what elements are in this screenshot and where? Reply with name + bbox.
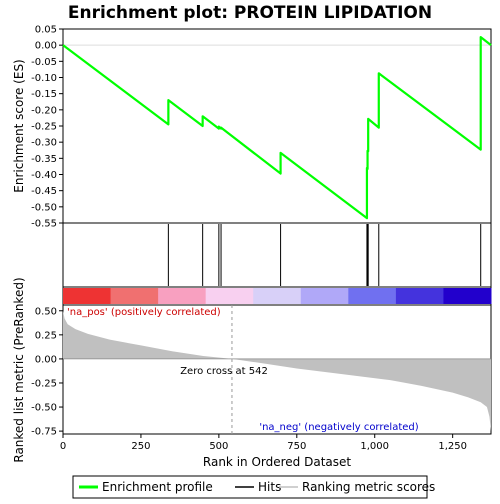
legend-label-enrichment: Enrichment profile xyxy=(102,480,213,494)
gradient-band xyxy=(300,288,349,304)
gradient-band xyxy=(443,288,492,304)
legend-label-hits: Hits xyxy=(258,480,281,494)
gradient-band xyxy=(253,288,302,304)
metric-ytick-label: 0.00 xyxy=(35,354,57,365)
legend: Enrichment profile Hits Ranking metric s… xyxy=(72,475,435,499)
es-panel-frame xyxy=(62,28,492,224)
gradient-band xyxy=(205,288,254,304)
chart-title: Enrichment plot: PROTEIN LIPIDATION xyxy=(68,3,432,23)
zero-cross-annotation: Zero cross at 542 xyxy=(180,366,268,377)
metric-ylabel: Ranked list metric (PreRanked) xyxy=(12,277,26,462)
es-ytick-label: -0.30 xyxy=(31,138,57,149)
xtick-label: 250 xyxy=(131,441,150,452)
legend-label-metric: Ranking metric scores xyxy=(302,480,435,494)
es-ytick-label: -0.05 xyxy=(31,57,57,68)
gradient-band xyxy=(348,288,397,304)
xtick-label: 1,250 xyxy=(438,441,467,452)
es-ytick-label: -0.50 xyxy=(31,202,57,213)
metric-ytick-label: -0.50 xyxy=(31,403,57,414)
es-ylabel: Enrichment score (ES) xyxy=(12,59,26,192)
hits-panel-frame xyxy=(62,222,492,288)
ranking-metric-area xyxy=(63,310,491,432)
es-ytick-label: -0.25 xyxy=(31,122,57,133)
metric-ytick-label: -0.25 xyxy=(31,378,57,389)
es-ytick-label: -0.20 xyxy=(31,105,57,116)
xtick-label: 1,000 xyxy=(360,441,389,452)
gradient-band xyxy=(395,288,444,304)
metric-ytick-label: 0.25 xyxy=(35,330,57,341)
es-ytick-label: -0.15 xyxy=(31,89,57,100)
es-ytick-label: 0.05 xyxy=(35,25,57,36)
es-ytick-label: -0.55 xyxy=(31,219,57,230)
es-ytick-label: -0.10 xyxy=(31,73,57,84)
es-ytick-label: 0.00 xyxy=(35,41,57,52)
neg-annotation: 'na_neg' (negatively correlated) xyxy=(259,422,418,433)
xtick-label: 500 xyxy=(209,441,228,452)
xtick-label: 750 xyxy=(287,441,306,452)
es-ytick-label: -0.40 xyxy=(31,170,57,181)
metric-ytick-label: 0.50 xyxy=(35,306,57,317)
xtick-label: 0 xyxy=(60,441,66,452)
gradient-band xyxy=(63,288,112,304)
gradient-band xyxy=(158,288,207,304)
es-ytick-label: -0.45 xyxy=(31,186,57,197)
pos-annotation: 'na_pos' (positively correlated) xyxy=(67,307,221,318)
enrichment-profile-line xyxy=(62,35,492,220)
es-ytick-label: -0.35 xyxy=(31,154,57,165)
xlabel: Rank in Ordered Dataset xyxy=(203,455,351,469)
gradient-band xyxy=(110,288,159,304)
metric-ytick-label: -0.75 xyxy=(31,427,57,438)
